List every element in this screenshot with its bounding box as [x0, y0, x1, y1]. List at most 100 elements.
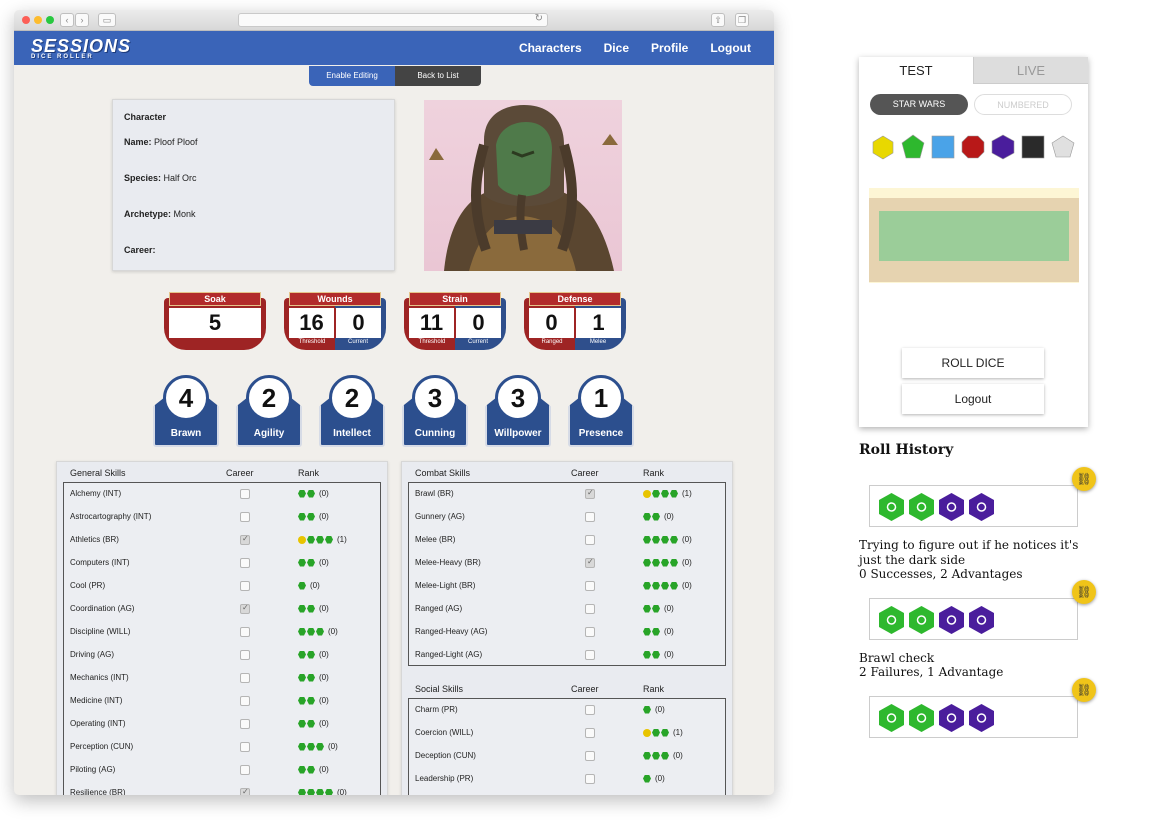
skill-rank-value: (0): [319, 558, 329, 567]
dice-tray-felt[interactable]: [879, 211, 1069, 261]
career-checkbox[interactable]: [585, 604, 595, 614]
career-checkbox[interactable]: [240, 787, 250, 795]
skill-name: Alchemy (INT): [70, 489, 122, 498]
ability-die-icon: [307, 673, 315, 682]
address-bar[interactable]: ↻: [238, 13, 548, 27]
forward-arrow-icon[interactable]: ›: [75, 13, 89, 27]
nav-link-profile[interactable]: Profile: [651, 41, 689, 55]
character-toolbar: Enable Editing Back to List: [309, 66, 481, 86]
career-checkbox[interactable]: [585, 728, 595, 738]
career-checkbox[interactable]: [240, 673, 250, 683]
skill-row: Melee-Light (BR) (0): [409, 575, 725, 598]
career-checkbox[interactable]: [240, 742, 250, 752]
skill-row: Leadership (PR) (0): [409, 768, 725, 791]
characteristic-value: 3: [412, 375, 458, 421]
nav-link-dice[interactable]: Dice: [603, 41, 629, 55]
link-icon[interactable]: ⛓: [1072, 580, 1096, 604]
blue-die-icon[interactable]: [930, 134, 956, 160]
skill-rank: (1): [643, 728, 683, 737]
green-die-icon: [878, 605, 905, 635]
strain-title: Strain: [409, 292, 501, 306]
black-die-icon[interactable]: [1020, 134, 1046, 160]
roll-dice-button[interactable]: ROLL DICE: [902, 348, 1044, 378]
link-icon[interactable]: ⛓: [1072, 467, 1096, 491]
green-die-icon[interactable]: [900, 134, 926, 160]
sessions-logo[interactable]: SESSIONS DICE ROLLER: [31, 36, 131, 60]
ability-die-icon: [298, 650, 306, 659]
red-die-icon[interactable]: [960, 134, 986, 160]
nav-link-characters[interactable]: Characters: [518, 41, 582, 55]
career-checkbox[interactable]: [240, 489, 250, 499]
career-checkbox[interactable]: [240, 719, 250, 729]
ability-die-icon: [307, 650, 315, 659]
skill-name: Brawl (BR): [415, 489, 454, 498]
career-checkbox[interactable]: [240, 512, 250, 522]
ability-die-icon: [643, 535, 651, 544]
skill-rank: (0): [298, 696, 329, 705]
close-window-button[interactable]: [22, 16, 30, 24]
link-icon[interactable]: ⛓: [1072, 678, 1096, 702]
skill-rank-value: (0): [664, 650, 674, 659]
wounds-threshold-value: 16: [299, 310, 324, 335]
enable-editing-button[interactable]: Enable Editing: [309, 66, 395, 86]
rank-column-header: Rank: [643, 684, 665, 694]
tab-live[interactable]: LIVE: [973, 57, 1088, 84]
skill-rank: (0): [298, 673, 329, 682]
minimize-window-button[interactable]: [34, 16, 42, 24]
skill-rank: (1): [298, 535, 347, 544]
sidebar-icon[interactable]: ▭: [98, 13, 116, 27]
ability-die-icon: [643, 558, 651, 567]
purple-die-icon[interactable]: [990, 134, 1016, 160]
skill-rank: (0): [298, 719, 329, 728]
skill-name: Melee (BR): [415, 535, 456, 544]
logout-button[interactable]: Logout: [902, 384, 1044, 414]
career-checkbox[interactable]: [585, 705, 595, 715]
numbered-mode-button[interactable]: NUMBERED: [974, 94, 1072, 115]
back-to-list-button[interactable]: Back to List: [395, 66, 481, 86]
ability-die-icon: [643, 581, 651, 590]
star-wars-mode-button[interactable]: STAR WARS: [870, 94, 968, 115]
strain-threshold-label: Threshold: [418, 339, 446, 345]
skill-row: Alchemy (INT) (0): [64, 483, 380, 506]
career-checkbox[interactable]: [585, 512, 595, 522]
career-checkbox[interactable]: [585, 627, 595, 637]
career-checkbox[interactable]: [240, 558, 250, 568]
career-checkbox[interactable]: [240, 581, 250, 591]
characteristic-presence: 1 Presence: [568, 375, 634, 449]
career-checkbox[interactable]: [585, 650, 595, 660]
tab-test[interactable]: TEST: [859, 57, 973, 84]
zoom-window-button[interactable]: [46, 16, 54, 24]
ability-die-icon: [298, 742, 306, 751]
career-checkbox[interactable]: [585, 581, 595, 591]
career-checkbox[interactable]: [240, 534, 250, 545]
ability-die-icon: [325, 788, 333, 795]
reload-icon[interactable]: ↻: [534, 13, 543, 24]
name-label: Name:: [124, 137, 152, 147]
logo-text: SESSIONS: [31, 36, 132, 56]
career-checkbox[interactable]: [585, 535, 595, 545]
green-die-icon: [908, 703, 935, 733]
career-checkbox[interactable]: [585, 751, 595, 761]
characteristic-label: Presence: [578, 428, 624, 439]
career-checkbox[interactable]: [240, 627, 250, 637]
skill-row: Coordination (AG) (0): [64, 598, 380, 621]
back-arrow-icon[interactable]: ‹: [60, 13, 74, 27]
soak-title: Soak: [169, 292, 261, 306]
white-die-icon[interactable]: [1050, 134, 1076, 160]
general-skills-header: General Skills Career Rank: [70, 468, 319, 478]
share-icon[interactable]: ⇧: [711, 13, 725, 27]
career-checkbox[interactable]: [585, 774, 595, 784]
tabs-icon[interactable]: ❐: [735, 13, 749, 27]
career-checkbox[interactable]: [240, 765, 250, 775]
logo-subtext: DICE ROLLER: [31, 54, 94, 60]
yellow-die-icon[interactable]: [870, 134, 896, 160]
career-checkbox[interactable]: [585, 557, 595, 568]
career-checkbox[interactable]: [240, 650, 250, 660]
career-checkbox[interactable]: [240, 603, 250, 614]
ability-die-icon: [670, 489, 678, 498]
characteristic-cunning: 3 Cunning: [402, 375, 468, 449]
nav-link-logout[interactable]: Logout: [710, 41, 751, 55]
career-checkbox[interactable]: [240, 696, 250, 706]
character-archetype: Monk: [173, 209, 196, 219]
career-checkbox[interactable]: [585, 488, 595, 499]
